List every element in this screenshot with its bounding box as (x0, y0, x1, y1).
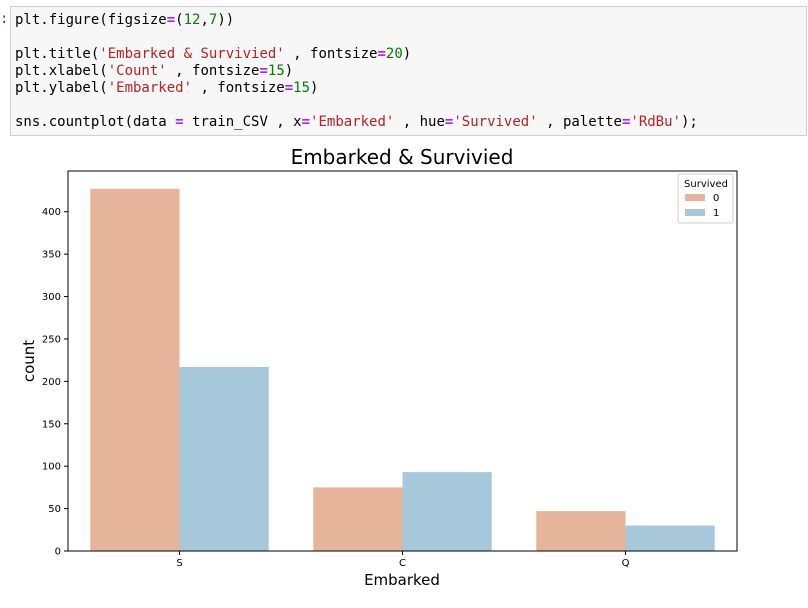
code-token: = (444, 114, 454, 130)
y-tick-label: 100 (42, 462, 61, 473)
code-token: )) (217, 12, 235, 28)
code-token: sns.countplot(data (15, 114, 176, 130)
code-line: plt.title('Embarked & Survivied' , fonts… (15, 46, 698, 63)
code-token: 'RdBu' (630, 114, 681, 130)
code-token: plt.title( (15, 46, 100, 62)
y-axis: 0 50 100 150 200 250 300 350 400 (42, 207, 68, 558)
x-axis-label: Embarked (364, 571, 440, 589)
code-token: , (200, 12, 209, 28)
x-tick-label: C (399, 558, 406, 569)
code-token: plt.figure(figsize (15, 12, 167, 28)
code-editor[interactable]: plt.figure(figsize=(12,7)) plt.title('Emb… (15, 12, 698, 131)
output-area: Embarked & Survivied 0 50 100 150 200 250 300 3… (0, 140, 808, 604)
code-token: ) (284, 63, 294, 79)
legend: Survived 0 1 (677, 173, 734, 224)
code-token: ) (310, 80, 319, 96)
y-tick-label: 200 (42, 377, 61, 388)
legend-swatch (685, 209, 705, 216)
legend-title: Survived (684, 179, 728, 190)
code-token: 'Embarked' (107, 80, 193, 96)
y-tick-label: 300 (42, 292, 61, 303)
chart-title: Embarked & Survivied (291, 145, 514, 169)
code-token: 12 (183, 12, 201, 28)
bars-group (90, 188, 715, 551)
code-token: , hue (394, 114, 445, 130)
code-token: , palette (537, 114, 622, 130)
code-token: = (621, 114, 631, 130)
code-token: , fontsize (284, 46, 378, 62)
code-token: = (301, 114, 311, 130)
code-token: = (166, 12, 176, 28)
legend-swatch (685, 194, 705, 201)
code-line: sns.countplot(data = train_CSV , x='Emba… (15, 114, 698, 131)
y-tick-label: 50 (48, 504, 61, 515)
x-tick-label: S (176, 558, 182, 569)
countplot-chart: Embarked & Survivied 0 50 100 150 200 250 300 3… (20, 145, 738, 589)
code-token: 20 (385, 46, 403, 62)
code-line (15, 97, 698, 114)
bar-S-survived-0 (90, 188, 180, 551)
code-token: ); (680, 114, 698, 130)
x-tick-label: Q (622, 558, 630, 569)
legend-entry-label: 0 (713, 193, 719, 204)
bar-C-survived-0 (313, 487, 403, 551)
bar-Q-survived-1 (625, 525, 715, 551)
y-tick-label: 400 (42, 207, 61, 218)
code-token: 'Count' (107, 63, 167, 79)
code-token: train_CSV , x (183, 114, 302, 130)
bar-Q-survived-0 (536, 511, 626, 551)
legend-entry-label: 1 (713, 208, 719, 219)
code-token: plt.xlabel( (15, 63, 108, 79)
code-token: ) (402, 46, 412, 62)
y-tick-label: 0 (55, 547, 61, 558)
code-token: 15 (293, 80, 311, 96)
code-line: plt.ylabel('Embarked' , fontsize=15) (15, 80, 698, 97)
cell-prompt: : (0, 11, 9, 27)
code-token: 'Embarked & Survivied' (99, 46, 285, 62)
code-token: 'Survived' (453, 114, 538, 130)
y-axis-label: count (20, 340, 38, 382)
y-tick-label: 150 (42, 419, 61, 430)
bar-C-survived-1 (402, 472, 492, 551)
code-token: = (175, 114, 184, 130)
code-token: = (284, 80, 294, 96)
code-token: plt.ylabel( (15, 80, 108, 96)
code-token: 'Embarked' (310, 114, 395, 130)
code-token: 7 (208, 12, 218, 28)
code-token: = (377, 46, 386, 62)
code-line (15, 29, 698, 46)
code-line: plt.xlabel('Count' , fontsize=15) (15, 63, 698, 80)
code-line: plt.figure(figsize=(12,7)) (15, 12, 698, 29)
bar-S-survived-1 (179, 366, 269, 551)
code-token: , fontsize (166, 63, 260, 79)
code-token: , fontsize (192, 80, 285, 96)
code-token: = (259, 63, 268, 79)
code-token: 15 (267, 63, 285, 79)
code-token: ( (175, 12, 184, 28)
y-tick-label: 250 (42, 334, 61, 345)
y-tick-label: 350 (42, 250, 61, 261)
code-cell[interactable]: plt.figure(figsize=(12,7)) plt.title('Emb… (10, 6, 807, 136)
